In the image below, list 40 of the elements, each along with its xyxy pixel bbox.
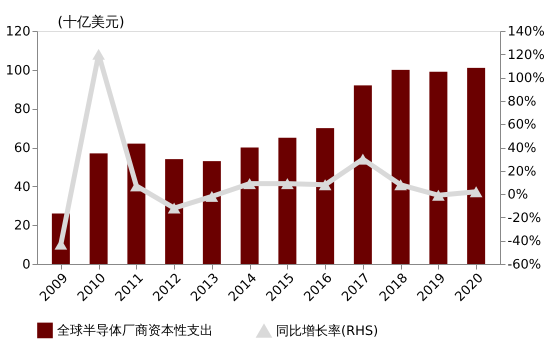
y-tick-label: 60: [14, 141, 30, 156]
y2-tick-label: 140%: [508, 24, 545, 40]
y2-tick-label: -60%: [508, 258, 542, 272]
y-tick-label: 100: [6, 63, 30, 78]
bar: [354, 85, 372, 264]
y-tick-label: 20: [14, 218, 30, 234]
y2-tick-label: -20%: [508, 210, 542, 226]
y2-tick-label: 100%: [508, 71, 545, 86]
point: [243, 178, 256, 190]
point: [432, 190, 445, 201]
legend-label: 全球半导体厂商资本性支出: [57, 323, 213, 338]
bar: [202, 161, 221, 264]
bar: [240, 148, 259, 264]
y2-tick-label: 0%: [508, 188, 528, 203]
y-axis-title: (十亿美元): [58, 14, 124, 30]
bar: [392, 70, 410, 264]
y2-tick-label: 40%: [508, 141, 536, 156]
y2-tick-label: 20%: [508, 164, 536, 180]
point: [168, 202, 180, 214]
point: [394, 179, 407, 190]
bar: [165, 159, 184, 264]
bar: [429, 72, 448, 264]
y-tick-label: 40: [14, 180, 30, 195]
y2-tick-label: 120%: [508, 48, 545, 63]
bar: [90, 153, 108, 264]
point: [318, 179, 332, 190]
bar: [467, 68, 486, 264]
y-tick-label: 0: [22, 258, 30, 272]
y2-tick-label: 60%: [508, 118, 536, 133]
bar: [316, 128, 334, 264]
legend-label: 同比增长率(RHS): [276, 322, 378, 339]
point: [470, 186, 482, 198]
y-tick-label: 120: [6, 24, 30, 40]
point: [206, 190, 218, 202]
y2-tick-label: -40%: [508, 234, 542, 250]
point: [281, 178, 294, 190]
y-tick-label: 80: [14, 102, 30, 118]
bar: [278, 138, 296, 264]
y2-tick-label: 80%: [508, 94, 536, 110]
point: [92, 48, 105, 60]
